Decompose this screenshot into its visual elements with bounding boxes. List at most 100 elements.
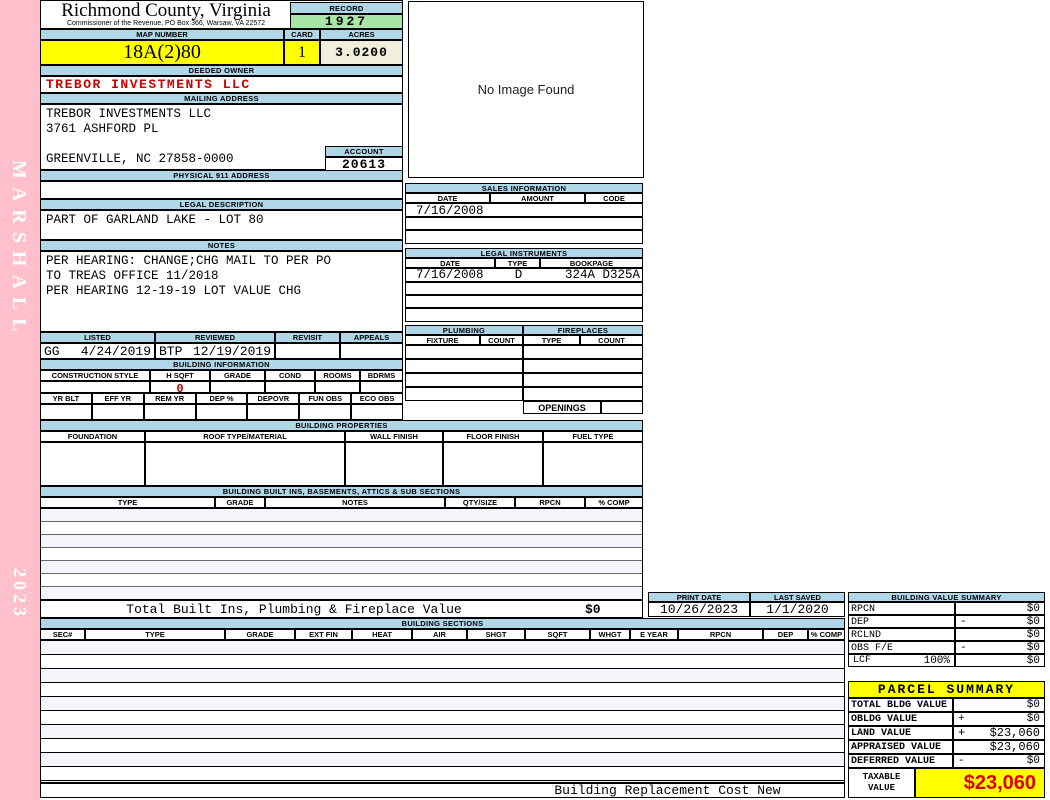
revisit-label: REVISIT <box>275 332 340 343</box>
appeals-label: APPEALS <box>340 332 403 343</box>
cond-label: COND <box>265 370 315 381</box>
sec-heat-label: HEAT <box>352 629 412 640</box>
funobs-label: FUN OBS <box>299 393 352 404</box>
li-date-value: 7/16/2008 <box>416 268 484 282</box>
building-value-summary-title: BUILDING VALUE SUMMARY <box>848 592 1045 602</box>
empty-cell <box>40 404 92 420</box>
bvs-label: LCF <box>853 655 872 666</box>
record-value: 1927 <box>290 14 403 29</box>
sales-row-empty <box>405 230 643 244</box>
hsqft-value: 0 <box>150 381 210 396</box>
listed-date: 4/24/2019 <box>80 343 151 359</box>
empty-cell <box>351 404 404 420</box>
hsqft-label: H SQFT <box>150 370 210 381</box>
listed-by: GG <box>44 343 60 359</box>
wall-finish-value <box>345 442 443 486</box>
floor-finish-label: FLOOR FINISH <box>443 431 543 442</box>
print-info-header: PRINT DATE LAST SAVED <box>648 592 845 602</box>
parcel-value: $0 <box>1026 713 1040 725</box>
parcel-row-obldg: OBLDG VALUE + $0 <box>848 712 1045 726</box>
mailing-line: GREENVILLE, NC 27858-0000 <box>46 152 234 166</box>
building-sections-header: SEC# TYPE GRADE EXT FIN HEAT AIR SHGT SQ… <box>40 629 845 640</box>
building-info-header1: CONSTRUCTION STYLE H SQFT GRADE COND ROO… <box>40 370 403 381</box>
parcel-label: DEFERRED VALUE <box>848 754 953 768</box>
openings-value <box>601 401 643 414</box>
acres-value: 3.0200 <box>320 40 403 65</box>
print-date-label: PRINT DATE <box>648 592 750 602</box>
notes-block: PER HEARING: CHANGE;CHG MAIL TO PER PO T… <box>40 251 403 332</box>
reviewed-by: BTP <box>159 343 183 359</box>
review-value-row: GG 4/24/2019 BTP 12/19/2019 <box>40 343 403 359</box>
effyr-label: EFF YR <box>91 393 144 404</box>
county-title: Richmond County, Virginia <box>61 0 271 21</box>
mailing-line: TREBOR INVESTMENTS LLC <box>46 107 212 121</box>
spine-sidebar: MARSHALL 2023 <box>0 0 40 800</box>
cond-value <box>265 381 315 393</box>
yrblt-label: YR BLT <box>40 393 92 404</box>
sales-row: 7/16/2008 <box>405 203 643 218</box>
building-info-values2 <box>40 404 404 420</box>
bvs-lcf-pct: 100% <box>923 654 950 667</box>
li-date-label: DATE <box>405 258 495 268</box>
parcel-row-land: LAND VALUE + $23,060 <box>848 726 1045 740</box>
bvs-row-rclnd: RCLND $0 <box>848 628 1045 641</box>
empty-cell <box>523 373 643 387</box>
legal-instruments-row-empty <box>405 282 643 295</box>
plumbing-title: PLUMBING <box>405 325 523 335</box>
review-header-row: LISTED REVIEWED REVISIT APPEALS <box>40 332 403 343</box>
bvs-value-cell: $0 <box>955 628 1045 641</box>
plumbing-count-label: COUNT <box>480 335 523 345</box>
sec-eyear-label: E YEAR <box>630 629 678 640</box>
bvs-label: OBS F/E <box>848 641 955 654</box>
construction-style-label: CONSTRUCTION STYLE <box>40 370 150 381</box>
parcel-value: $23,060 <box>989 726 1040 740</box>
taxable-value: $23,060 <box>915 768 1045 798</box>
sales-title: SALES INFORMATION <box>405 183 643 193</box>
empty-cell <box>405 359 523 373</box>
building-info-header2: YR BLT EFF YR REM YR DEP % DEPOVR FUN OB… <box>40 393 404 404</box>
parcel-value-cell: + $0 <box>953 712 1045 726</box>
note-line: PER HEARING 12-19-19 LOT VALUE CHG <box>46 283 302 298</box>
sales-amount-label: AMOUNT <box>490 193 585 203</box>
plumbing-fireplace-row <box>405 359 643 373</box>
sec-whgt-label: WHGT <box>590 629 630 640</box>
spine-year-label: 2023 <box>10 568 30 620</box>
taxable-label-line1: TAXABLE <box>862 772 901 782</box>
bvs-row-obs: OBS F/E - $0 <box>848 641 1045 654</box>
sales-date-label: DATE <box>405 193 490 203</box>
built-ins-total-row: Total Built Ins, Plumbing & Fireplace Va… <box>40 600 643 618</box>
building-properties-title: BUILDING PROPERTIES <box>40 420 643 431</box>
sales-row-empty <box>405 217 643 230</box>
appeals-value <box>340 343 403 359</box>
record-label: RECORD <box>290 2 403 14</box>
built-ins-empty-rows <box>40 508 643 600</box>
legal-instruments-title: LEGAL INSTRUMENTS <box>405 248 643 258</box>
bi-qty-label: QTY/SIZE <box>445 497 515 508</box>
parcel-value-cell: - $0 <box>953 754 1045 768</box>
bvs-row-rpcn: RPCN $0 <box>848 602 1045 615</box>
remyr-label: REM YR <box>143 393 196 404</box>
physical-address-label: PHYSICAL 911 ADDRESS <box>40 170 403 181</box>
parcel-row-deferred: DEFERRED VALUE - $0 <box>848 754 1045 768</box>
legal-instruments-header: DATE TYPE BOOKPAGE <box>405 258 643 268</box>
building-properties-header: FOUNDATION ROOF TYPE/MATERIAL WALL FINIS… <box>40 431 643 442</box>
grade-value <box>210 381 265 393</box>
parcel-op: + <box>958 713 965 725</box>
fireplace-count-label: COUNT <box>580 335 643 345</box>
sec-air-label: AIR <box>412 629 467 640</box>
account-label: ACCOUNT <box>325 146 403 157</box>
fixture-label: FIXTURE <box>405 335 480 345</box>
bvs-row-lcf: LCF 100% $0 <box>848 654 1045 667</box>
bvs-label: RCLND <box>848 628 955 641</box>
parcel-label: TOTAL BLDG VALUE <box>848 698 953 712</box>
built-ins-total-value: $0 <box>585 601 601 617</box>
bi-notes-label: NOTES <box>265 497 445 508</box>
built-ins-header: TYPE GRADE NOTES QTY/SIZE RPCN % COMP <box>40 497 643 508</box>
li-type-label: TYPE <box>495 258 540 268</box>
openings-label: OPENINGS <box>523 401 601 414</box>
rooms-label: ROOMS <box>315 370 360 381</box>
bvs-label: DEP <box>848 615 955 628</box>
footer-row: Building Replacement Cost New <box>40 783 845 798</box>
taxable-label-cell: TAXABLE VALUE <box>848 768 915 798</box>
parcel-value-cell: + $23,060 <box>953 726 1045 740</box>
